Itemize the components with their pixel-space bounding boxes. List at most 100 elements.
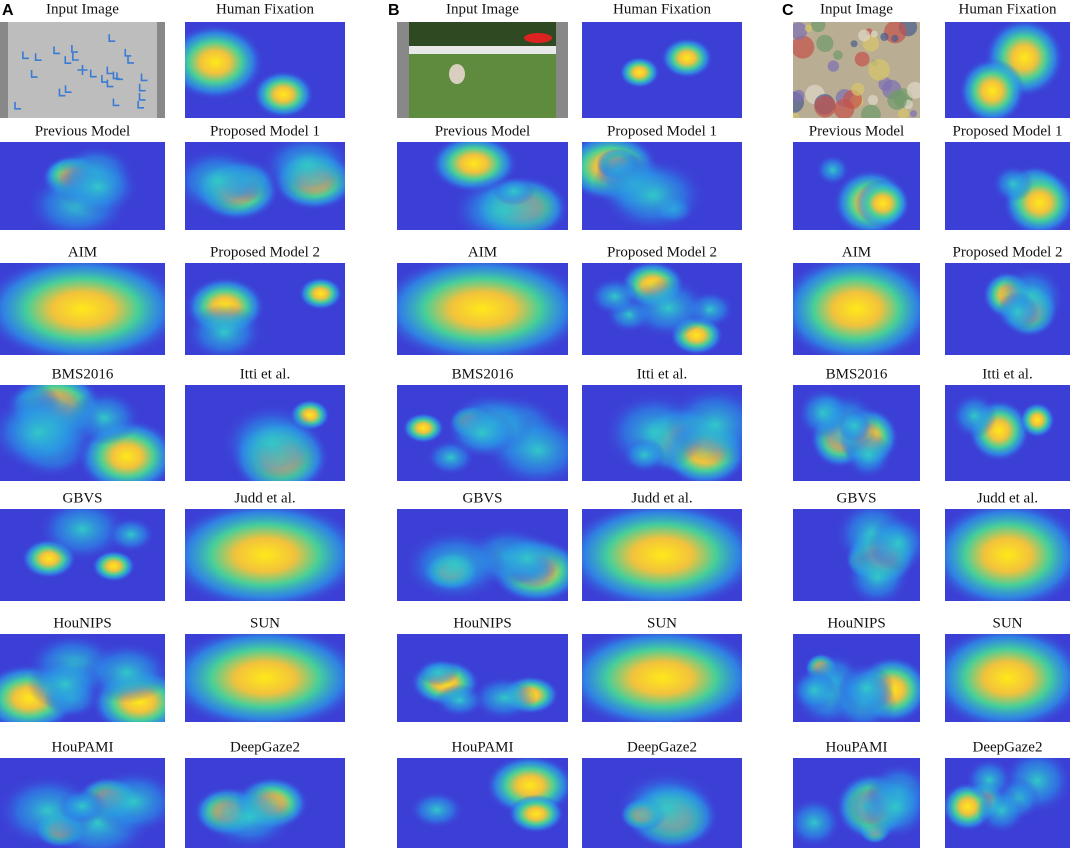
l-shape [108,34,116,43]
l-shape [58,88,66,97]
l-shape [30,70,38,78]
blob [816,155,849,185]
image-content [185,142,345,230]
paint [878,77,893,91]
image [582,758,742,848]
cell-title: DeepGaze2 [627,739,697,755]
blob [661,37,713,78]
image-content [397,22,568,118]
blob [977,787,1026,833]
blob [582,634,742,722]
cell-title: HouPAMI [452,739,514,755]
image-content [397,142,568,230]
blob [959,58,1025,118]
umbrella [524,33,552,43]
image [582,263,742,355]
image [185,509,345,601]
image [185,22,345,118]
image [793,385,920,481]
paint [909,110,917,118]
image-content [0,634,165,722]
image [0,385,165,481]
blob [447,407,517,458]
image [0,509,165,601]
l-shape [112,98,120,107]
blob [855,178,910,228]
blob [410,791,464,828]
blob [793,669,838,712]
cell-title: BMS2016 [52,366,114,382]
blob [992,165,1034,203]
image-content [0,509,165,601]
image-content [945,758,1070,848]
blob [397,263,568,355]
cell-title: Itti et al. [982,366,1032,382]
image [0,758,165,848]
image [0,22,165,118]
cell-title: SUN [992,615,1022,631]
edge [157,22,165,118]
panel-label: C [782,2,794,19]
blob [88,769,165,835]
image [793,634,920,722]
cell-title: HouNIPS [453,615,511,631]
paint [897,108,909,118]
paint [883,22,907,44]
blob [665,385,742,464]
cell-title: Previous Model [435,123,530,139]
l-shape [140,73,148,82]
blob [262,142,345,198]
cell-title: HouNIPS [53,615,111,631]
image-content [397,263,568,355]
l-shape [22,51,29,60]
cell-title: BMS2016 [452,366,514,382]
blob [508,794,564,833]
blob [27,657,104,711]
blob [57,158,139,216]
panel-label: A [2,2,14,19]
paint [870,30,878,38]
cell-title: Previous Model [35,123,130,139]
image-content [397,634,568,722]
image [582,142,742,230]
bg [582,22,742,118]
image [945,385,1070,481]
image [185,142,345,230]
image [0,142,165,230]
blob [402,412,445,444]
paint [891,34,899,43]
image [945,263,1070,355]
cell-title: GBVS [462,490,502,506]
image-content [793,634,920,722]
l-shape [53,46,61,55]
image-content [945,142,1070,230]
blob [868,515,920,572]
l-shape [64,85,72,94]
image [582,385,742,481]
cell-title: Human Fixation [959,1,1057,17]
l-shape [72,53,79,61]
cell-title: SUN [250,615,280,631]
paint [804,24,813,33]
blob [206,784,294,848]
cell-title: Input Image [446,1,519,17]
image-content [945,385,1070,481]
image-content [945,634,1070,722]
cell-title: AIM [68,244,97,260]
cell-title: Proposed Model 2 [607,244,717,260]
image [185,758,345,848]
l-shape [64,56,72,64]
image [185,634,345,722]
blob [253,70,314,118]
fence [397,46,568,54]
paint [816,34,834,52]
image-content [185,385,345,481]
cell-title: Proposed Model 1 [607,123,717,139]
paint [851,82,865,96]
paint [810,22,826,33]
image-content [397,509,568,601]
cell-title: GBVS [836,490,876,506]
blob [602,158,705,230]
l-shape [101,75,108,83]
